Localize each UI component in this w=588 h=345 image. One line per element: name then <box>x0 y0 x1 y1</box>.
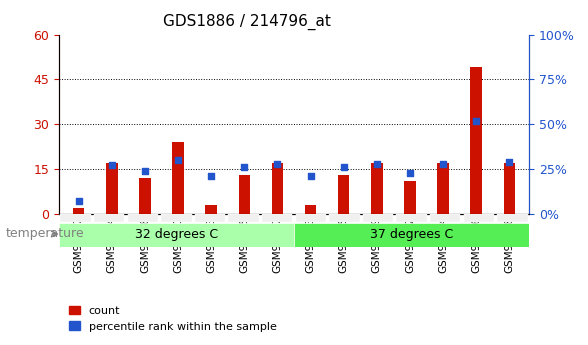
FancyBboxPatch shape <box>296 214 326 222</box>
FancyBboxPatch shape <box>94 214 124 222</box>
Bar <box>172 142 184 214</box>
Bar <box>106 163 118 214</box>
Point <box>472 118 481 124</box>
FancyBboxPatch shape <box>61 214 91 222</box>
Point <box>173 157 183 163</box>
Bar <box>139 178 151 214</box>
Bar <box>272 163 283 214</box>
Point <box>505 159 514 165</box>
FancyBboxPatch shape <box>464 214 494 222</box>
FancyBboxPatch shape <box>430 214 460 222</box>
Bar <box>338 175 349 214</box>
Point <box>206 174 216 179</box>
Point <box>306 174 315 179</box>
Point <box>405 170 415 175</box>
Point <box>372 161 382 166</box>
FancyBboxPatch shape <box>161 214 192 222</box>
Bar <box>437 163 449 214</box>
Bar <box>371 163 383 214</box>
Point <box>140 168 149 174</box>
Bar <box>503 163 515 214</box>
Point <box>107 163 116 168</box>
FancyBboxPatch shape <box>363 214 393 222</box>
FancyBboxPatch shape <box>262 214 292 222</box>
Bar <box>239 175 250 214</box>
FancyBboxPatch shape <box>329 214 359 222</box>
FancyBboxPatch shape <box>195 214 225 222</box>
Legend: count, percentile rank within the sample: count, percentile rank within the sample <box>64 301 281 336</box>
FancyBboxPatch shape <box>59 223 294 247</box>
Bar <box>205 205 217 214</box>
FancyBboxPatch shape <box>229 214 259 222</box>
Text: 37 degrees C: 37 degrees C <box>370 228 453 241</box>
FancyBboxPatch shape <box>128 214 158 222</box>
Text: temperature: temperature <box>6 227 85 240</box>
Bar <box>404 181 416 214</box>
Point <box>339 165 349 170</box>
Text: 32 degrees C: 32 degrees C <box>135 228 218 241</box>
Text: GDS1886 / 214796_at: GDS1886 / 214796_at <box>163 14 331 30</box>
Point <box>273 161 282 166</box>
FancyBboxPatch shape <box>294 223 529 247</box>
Point <box>439 161 448 166</box>
Point <box>239 165 249 170</box>
Bar <box>73 208 85 214</box>
Point <box>74 199 83 204</box>
Bar <box>470 67 482 214</box>
FancyBboxPatch shape <box>497 214 527 222</box>
FancyBboxPatch shape <box>396 214 427 222</box>
Bar <box>305 205 316 214</box>
